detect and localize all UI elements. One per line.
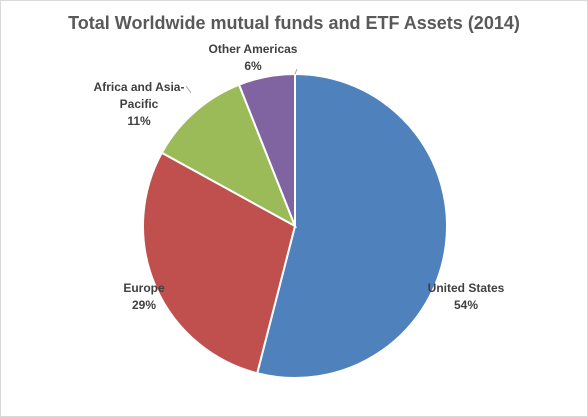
pie-slice-europe	[142, 151, 297, 375]
leader-line-other-americas	[294, 68, 298, 75]
pie-slice-other-americas	[237, 72, 296, 227]
pie-slice-united-states	[255, 72, 448, 379]
leader-line-africa-and-asia-pacific	[185, 85, 192, 94]
chart-title: Total Worldwide mutual funds and ETF Ass…	[68, 13, 520, 33]
slice-labels: United States 54% Europe 29% Africa and Asia…	[94, 42, 505, 312]
pie-slices	[142, 72, 448, 379]
slice-label-united-states: United States 54%	[428, 281, 505, 312]
leader-lines	[185, 68, 298, 94]
slice-label-africa-and-asia-pacific: Africa and Asia-Pacific 11%	[94, 80, 185, 128]
pie-slice-africa-and-asia-pacific	[160, 83, 297, 229]
slice-label-other-americas: Other Americas 6%	[209, 42, 298, 73]
slice-label-europe: Europe 29%	[123, 281, 165, 312]
